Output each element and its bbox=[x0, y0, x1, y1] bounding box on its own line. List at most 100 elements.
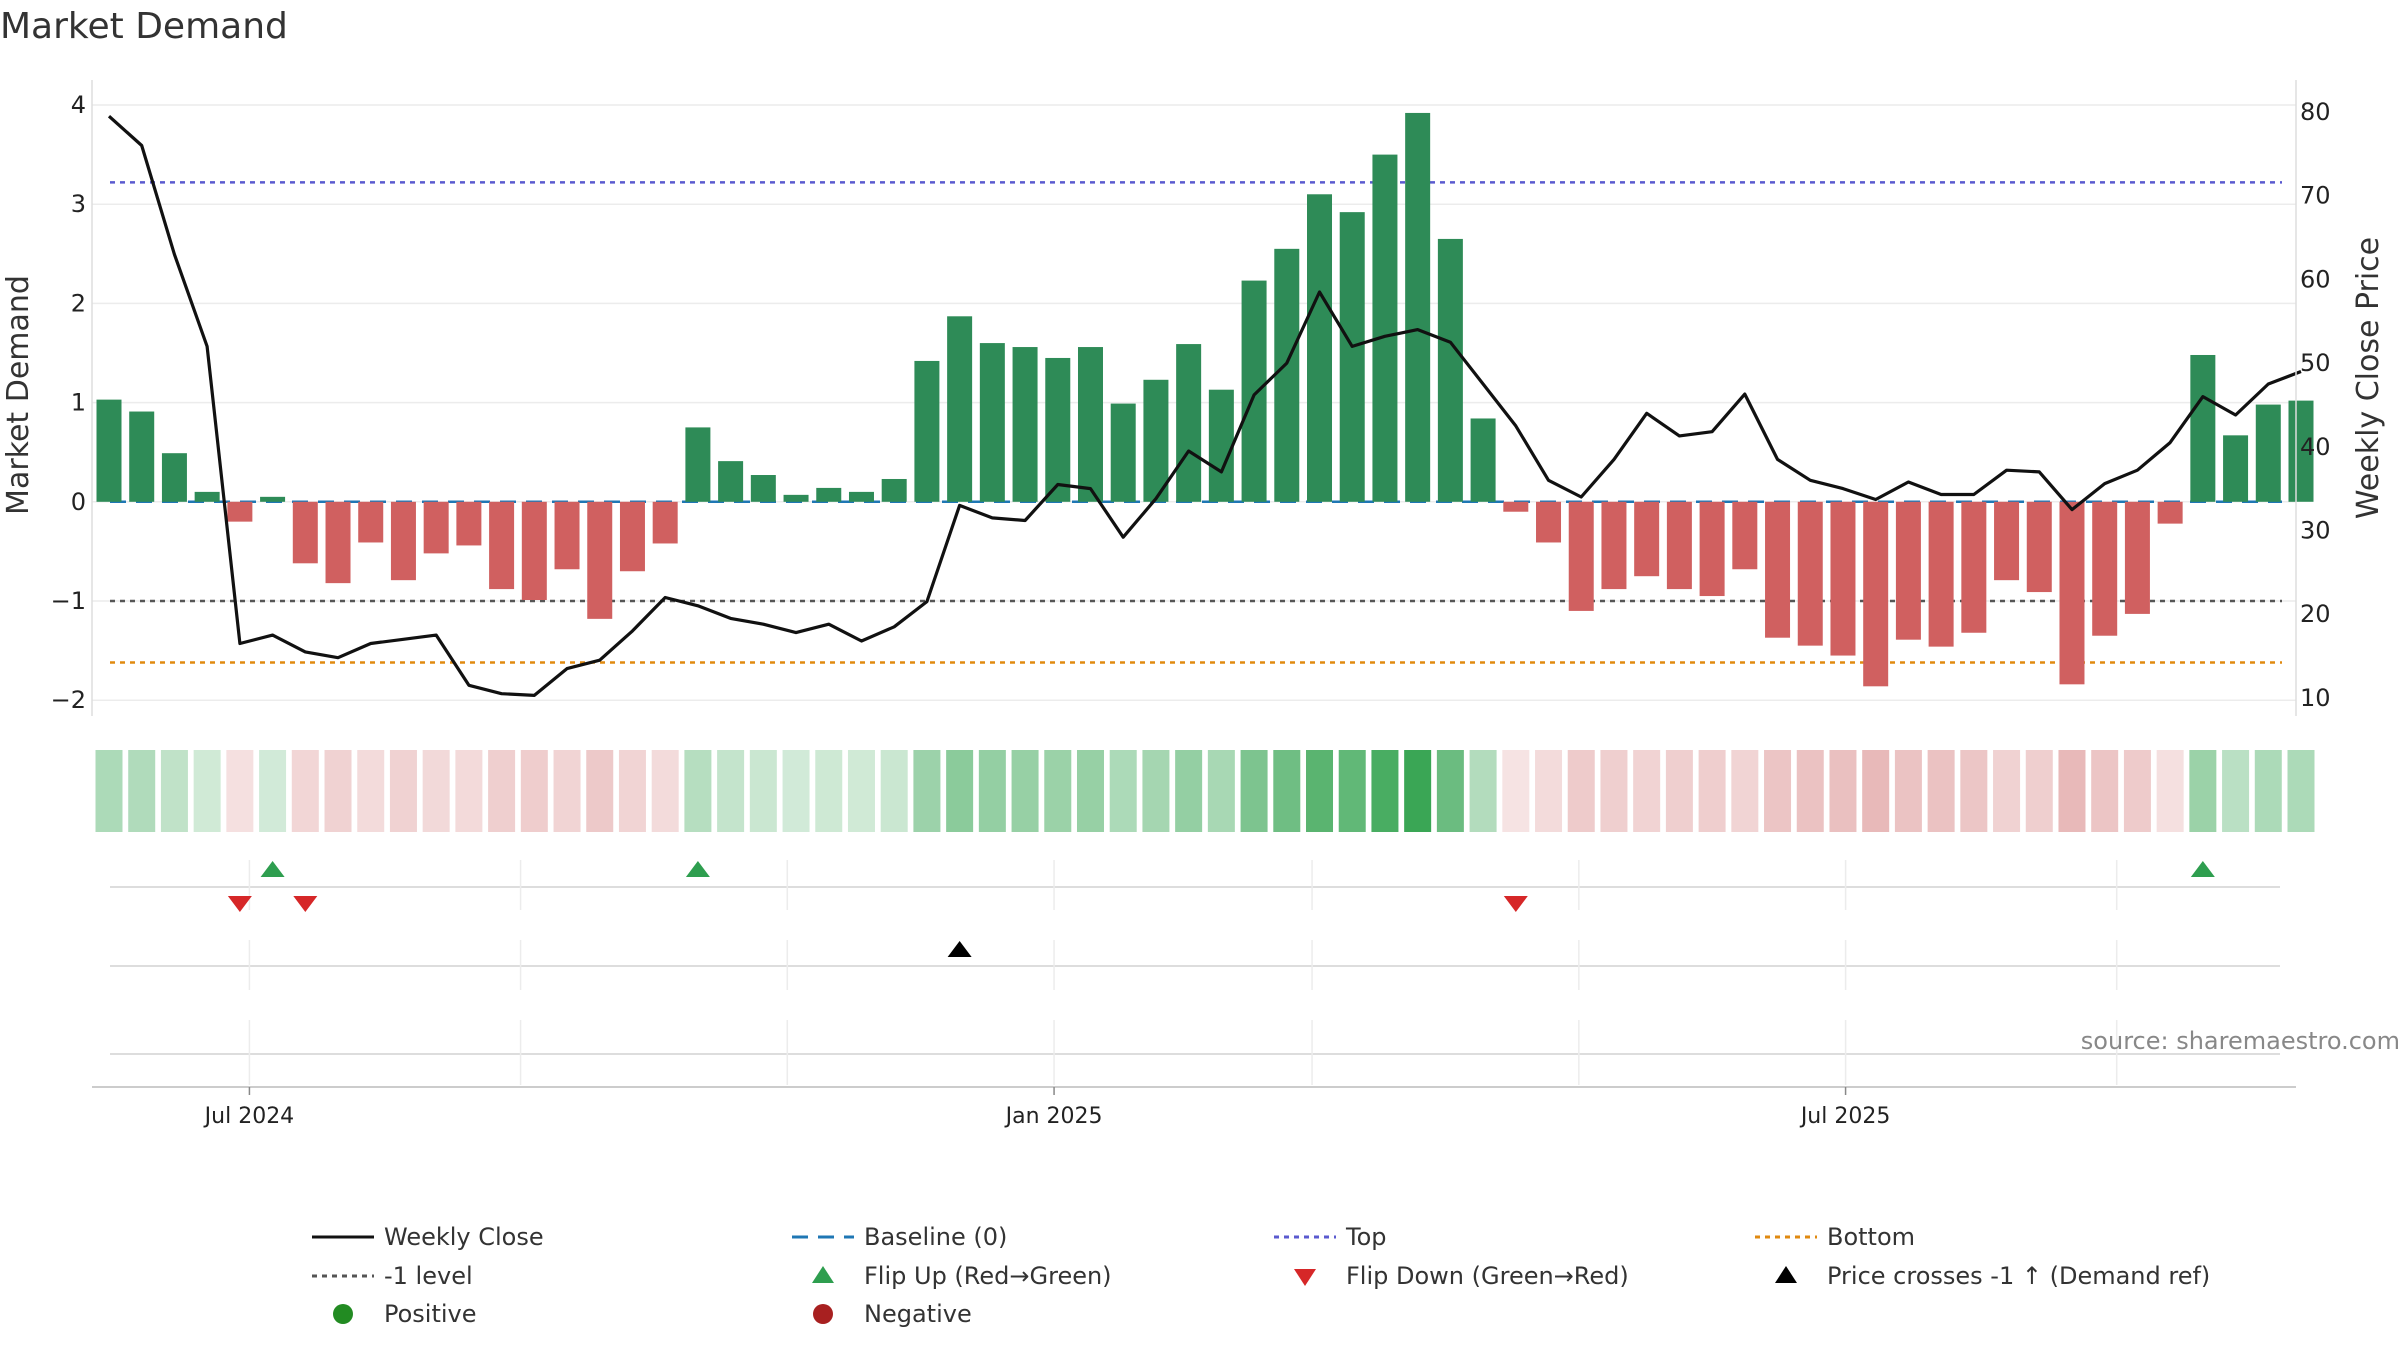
demand-bar bbox=[587, 501, 613, 619]
weekly-close-line bbox=[107, 115, 2302, 698]
heatmap-cell bbox=[618, 750, 646, 832]
y-tick-label: −1 bbox=[51, 587, 86, 615]
demand-bar bbox=[325, 501, 351, 584]
heatmap-cell bbox=[1175, 750, 1203, 832]
legend-label: Price crosses -1 ↑ (Demand ref) bbox=[1827, 1262, 2210, 1290]
heatmap-cell bbox=[1698, 750, 1726, 832]
heatmap-cell bbox=[2025, 750, 2053, 832]
heatmap-cell bbox=[291, 750, 319, 832]
heatmap-cell bbox=[946, 750, 974, 832]
demand-bar bbox=[96, 399, 122, 502]
demand-bar bbox=[1732, 501, 1758, 570]
legend-swatch bbox=[333, 1304, 353, 1324]
heatmap-cell bbox=[2287, 750, 2315, 832]
demand-bar bbox=[652, 501, 678, 544]
demand-bar bbox=[2157, 501, 2183, 524]
demand-bar bbox=[1830, 501, 1856, 656]
heatmap-cell bbox=[357, 750, 385, 832]
demand-bar bbox=[1895, 501, 1921, 640]
legend-label: Flip Up (Red→Green) bbox=[864, 1262, 1112, 1290]
legend-item: Flip Down (Green→Red) bbox=[1294, 1262, 1629, 1290]
demand-bar bbox=[1012, 347, 1038, 502]
y2-tick-label: 10 bbox=[2300, 684, 2331, 712]
legend-swatch bbox=[813, 1304, 833, 1324]
heatmap-cell bbox=[978, 750, 1006, 832]
flip-down-marker bbox=[227, 896, 252, 912]
legend-item: Positive bbox=[333, 1300, 477, 1328]
demand-bar bbox=[1372, 154, 1398, 502]
demand-bar bbox=[2026, 501, 2052, 593]
heatmap-cell bbox=[2254, 750, 2282, 832]
heatmap-cell bbox=[815, 750, 843, 832]
demand-bar bbox=[227, 501, 253, 522]
demand-bar bbox=[750, 475, 776, 502]
demand-bar bbox=[1274, 248, 1300, 502]
demand-bar bbox=[489, 501, 515, 590]
demand-bar bbox=[1797, 501, 1823, 646]
demand-bar bbox=[1503, 501, 1529, 512]
demand-bar bbox=[1241, 280, 1267, 502]
heatmap-cell bbox=[651, 750, 679, 832]
heatmap-cell bbox=[2058, 750, 2086, 832]
heatmap-cell bbox=[1764, 750, 1792, 832]
source-label: source: sharemaestro.com bbox=[2081, 1027, 2400, 1055]
heatmap-cell bbox=[2222, 750, 2250, 832]
y-tick-label: −2 bbox=[51, 686, 86, 714]
heatmap-cell bbox=[1338, 750, 1366, 832]
demand-bar bbox=[1765, 501, 1791, 638]
y2-tick-label: 40 bbox=[2300, 433, 2331, 461]
heatmap-cell bbox=[193, 750, 221, 832]
demand-bar bbox=[390, 501, 416, 581]
demand-bars bbox=[96, 112, 2314, 687]
legend-item: Price crosses -1 ↑ (Demand ref) bbox=[1775, 1262, 2210, 1290]
x-tick-label: Jul 2024 bbox=[203, 1104, 295, 1129]
legend-label: Negative bbox=[864, 1300, 972, 1328]
demand-bar bbox=[1143, 379, 1169, 502]
y2-tick-label: 20 bbox=[2300, 600, 2331, 628]
heatmap-cell bbox=[913, 750, 941, 832]
heatmap-cell bbox=[1044, 750, 1072, 832]
heatmap-cell bbox=[749, 750, 777, 832]
heatmap-cell bbox=[717, 750, 745, 832]
demand-bar bbox=[685, 427, 711, 502]
flip-up-marker bbox=[2190, 861, 2215, 877]
legend-swatch bbox=[1775, 1266, 1797, 1283]
demand-bar bbox=[914, 360, 940, 502]
heatmap-cell bbox=[1404, 750, 1432, 832]
y-tick-label: 2 bbox=[71, 289, 86, 317]
heatmap-cell bbox=[1731, 750, 1759, 832]
heatmap-cell bbox=[226, 750, 254, 832]
flip-up-marker bbox=[685, 861, 710, 877]
demand-bar bbox=[1699, 501, 1725, 597]
demand-bar bbox=[129, 411, 155, 502]
price-cross-marker bbox=[947, 941, 972, 957]
x-tick-label: Jul 2025 bbox=[1799, 1104, 1891, 1129]
y-tick-label: 3 bbox=[71, 190, 86, 218]
demand-bar bbox=[1470, 418, 1496, 502]
demand-bar bbox=[1339, 212, 1365, 502]
heatmap-cell bbox=[1993, 750, 2021, 832]
demand-bar bbox=[1568, 501, 1594, 611]
weekly-close-series-line bbox=[107, 115, 2302, 698]
demand-bar bbox=[718, 461, 744, 502]
demand-bar bbox=[554, 501, 580, 570]
demand-bar bbox=[979, 343, 1005, 502]
heatmap-cell bbox=[1502, 750, 1530, 832]
heatmap-cell bbox=[259, 750, 287, 832]
heatmap-cell bbox=[1862, 750, 1890, 832]
legend-swatch bbox=[1294, 1269, 1316, 1286]
demand-heatmap-strip bbox=[95, 750, 2315, 832]
legend-item: Flip Up (Red→Green) bbox=[812, 1262, 1112, 1290]
demand-bar bbox=[2059, 501, 2085, 685]
demand-bar bbox=[1045, 357, 1071, 502]
demand-bar bbox=[2190, 354, 2216, 502]
heatmap-cell bbox=[782, 750, 810, 832]
heatmap-cell bbox=[95, 750, 123, 832]
demand-bar bbox=[358, 501, 384, 543]
demand-bar bbox=[2255, 404, 2281, 502]
demand-bar bbox=[2223, 435, 2249, 502]
legend-label: Bottom bbox=[1827, 1223, 1915, 1251]
y2-tick-label: 70 bbox=[2300, 182, 2331, 210]
heatmap-cell bbox=[2189, 750, 2217, 832]
